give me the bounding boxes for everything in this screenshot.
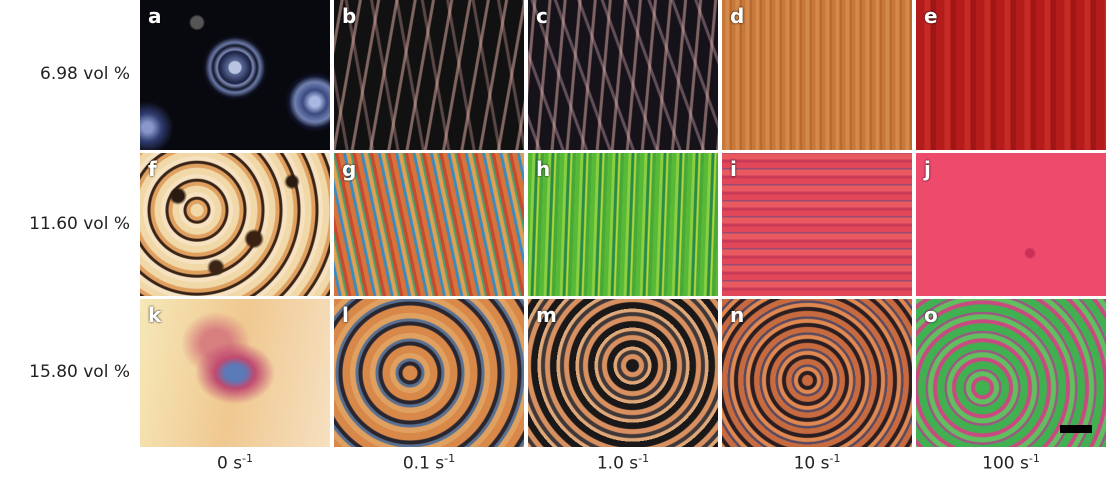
micrograph-panel: c xyxy=(528,0,718,150)
column-label-text: 10 s xyxy=(794,454,830,474)
column-label-text: 1.0 s xyxy=(597,454,638,474)
column-label-exponent: -1 xyxy=(1029,452,1040,465)
panel-letter: g xyxy=(342,157,356,181)
panel-letter: a xyxy=(148,4,162,28)
column-label-exponent: -1 xyxy=(829,452,840,465)
micrograph-panel: n xyxy=(722,299,912,447)
column-label-text: 0 s xyxy=(217,454,242,474)
column-label-exponent: -1 xyxy=(242,452,253,465)
panel-letter: e xyxy=(924,4,938,28)
micrograph-panel: j xyxy=(916,153,1106,296)
scale-bar xyxy=(1060,425,1092,433)
panel-letter: c xyxy=(536,4,548,28)
row-label: 11.60 vol % xyxy=(0,214,130,234)
column-label-text: 0.1 s xyxy=(403,454,444,474)
micrograph-panel: f xyxy=(140,153,330,296)
micrograph-panel: o xyxy=(916,299,1106,447)
panel-letter: o xyxy=(924,303,938,327)
column-label: 0.1 s-1 xyxy=(334,452,524,474)
figure: 6.98 vol %11.60 vol %15.80 vol %0 s-10.1… xyxy=(0,0,1107,485)
column-label-exponent: -1 xyxy=(444,452,455,465)
column-label-exponent: -1 xyxy=(638,452,649,465)
micrograph-panel: h xyxy=(528,153,718,296)
row-label: 6.98 vol % xyxy=(0,64,130,84)
column-label: 1.0 s-1 xyxy=(528,452,718,474)
panel-letter: f xyxy=(148,157,157,181)
panel-letter: j xyxy=(924,157,931,181)
micrograph-panel: b xyxy=(334,0,524,150)
panel-letter: h xyxy=(536,157,550,181)
micrograph-panel: i xyxy=(722,153,912,296)
micrograph-panel: g xyxy=(334,153,524,296)
micrograph-panel: e xyxy=(916,0,1106,150)
column-label: 10 s-1 xyxy=(722,452,912,474)
panel-letter: m xyxy=(536,303,557,327)
micrograph-panel: l xyxy=(334,299,524,447)
column-label-text: 100 s xyxy=(982,454,1029,474)
panel-letter: b xyxy=(342,4,356,28)
column-label: 0 s-1 xyxy=(140,452,330,474)
panel-letter: i xyxy=(730,157,737,181)
column-label: 100 s-1 xyxy=(916,452,1106,474)
micrograph-panel: k xyxy=(140,299,330,447)
micrograph-panel: m xyxy=(528,299,718,447)
panel-letter: k xyxy=(148,303,161,327)
panel-letter: l xyxy=(342,303,349,327)
row-label: 15.80 vol % xyxy=(0,362,130,382)
panel-letter: d xyxy=(730,4,744,28)
micrograph-panel: d xyxy=(722,0,912,150)
micrograph-panel: a xyxy=(140,0,330,150)
panel-letter: n xyxy=(730,303,744,327)
